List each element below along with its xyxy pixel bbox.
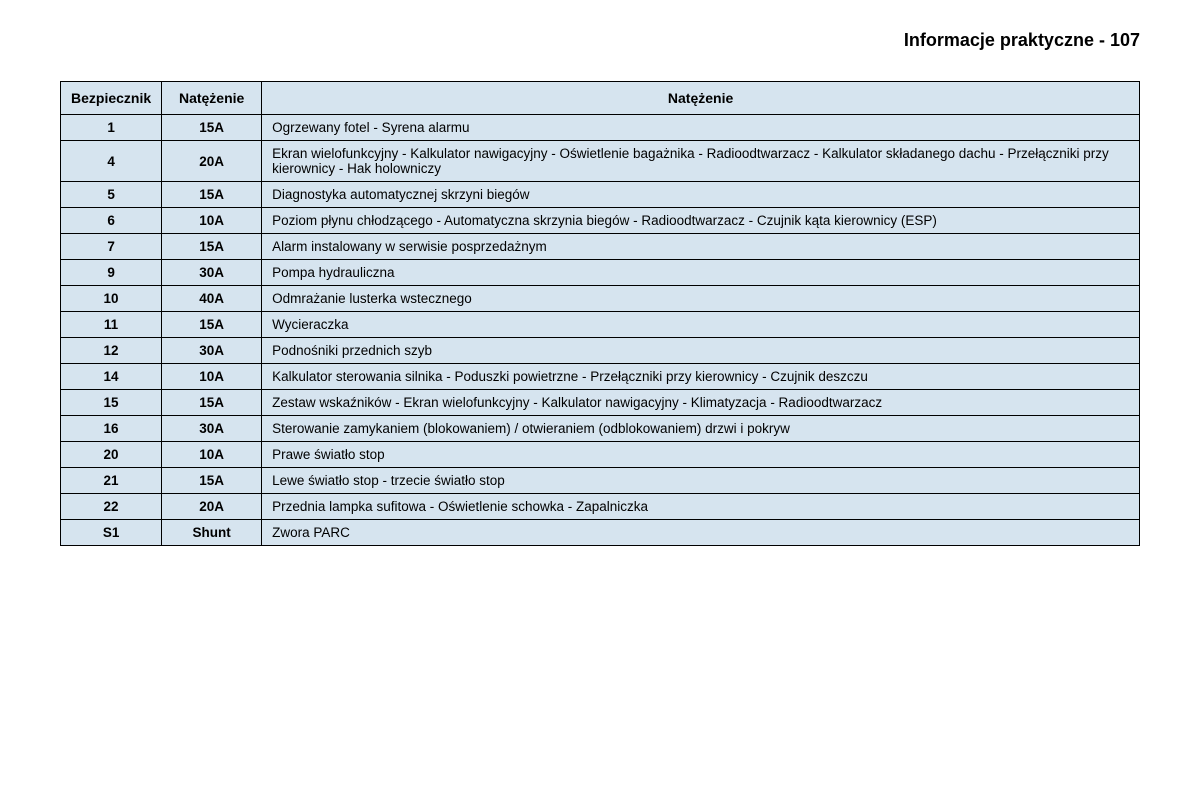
cell-amperage: 30A — [162, 260, 262, 286]
cell-description: Sterowanie zamykaniem (blokowaniem) / ot… — [262, 416, 1140, 442]
cell-amperage: 20A — [162, 141, 262, 182]
cell-fuse: 5 — [61, 182, 162, 208]
cell-amperage: 15A — [162, 182, 262, 208]
table-row: 1040AOdmrażanie lusterka wstecznego — [61, 286, 1140, 312]
column-header-fuse: Bezpiecznik — [61, 82, 162, 115]
cell-description: Prawe światło stop — [262, 442, 1140, 468]
cell-fuse: 20 — [61, 442, 162, 468]
cell-description: Zwora PARC — [262, 520, 1140, 546]
cell-description: Ogrzewany fotel - Syrena alarmu — [262, 115, 1140, 141]
table-row: 1410AKalkulator sterowania silnika - Pod… — [61, 364, 1140, 390]
cell-fuse: 12 — [61, 338, 162, 364]
cell-amperage: 10A — [162, 208, 262, 234]
table-row: 1230APodnośniki przednich szyb — [61, 338, 1140, 364]
cell-fuse: 14 — [61, 364, 162, 390]
cell-fuse: 16 — [61, 416, 162, 442]
cell-description: Przednia lampka sufitowa - Oświetlenie s… — [262, 494, 1140, 520]
cell-description: Kalkulator sterowania silnika - Poduszki… — [262, 364, 1140, 390]
cell-fuse: 22 — [61, 494, 162, 520]
cell-amperage: 15A — [162, 390, 262, 416]
table-row: 930APompa hydrauliczna — [61, 260, 1140, 286]
cell-amperage: 10A — [162, 364, 262, 390]
cell-amperage: 20A — [162, 494, 262, 520]
cell-description: Pompa hydrauliczna — [262, 260, 1140, 286]
cell-amperage: 15A — [162, 234, 262, 260]
fuse-table: Bezpiecznik Natężenie Natężenie 115AOgrz… — [60, 81, 1140, 546]
cell-description: Alarm instalowany w serwisie posprzedażn… — [262, 234, 1140, 260]
cell-fuse: 11 — [61, 312, 162, 338]
table-row: 515ADiagnostyka automatycznej skrzyni bi… — [61, 182, 1140, 208]
table-row: 1115AWycieraczka — [61, 312, 1140, 338]
cell-amperage: 15A — [162, 115, 262, 141]
cell-fuse: 10 — [61, 286, 162, 312]
cell-amperage: 40A — [162, 286, 262, 312]
cell-amperage: 30A — [162, 416, 262, 442]
column-header-amperage: Natężenie — [162, 82, 262, 115]
cell-description: Zestaw wskaźników - Ekran wielofunkcyjny… — [262, 390, 1140, 416]
table-row: 115AOgrzewany fotel - Syrena alarmu — [61, 115, 1140, 141]
cell-description: Lewe światło stop - trzecie światło stop — [262, 468, 1140, 494]
table-header-row: Bezpiecznik Natężenie Natężenie — [61, 82, 1140, 115]
cell-description: Poziom płynu chłodzącego - Automatyczna … — [262, 208, 1140, 234]
cell-fuse: 21 — [61, 468, 162, 494]
cell-fuse: S1 — [61, 520, 162, 546]
cell-description: Diagnostyka automatycznej skrzyni biegów — [262, 182, 1140, 208]
cell-description: Odmrażanie lusterka wstecznego — [262, 286, 1140, 312]
table-row: 2220APrzednia lampka sufitowa - Oświetle… — [61, 494, 1140, 520]
table-row: 420AEkran wielofunkcyjny - Kalkulator na… — [61, 141, 1140, 182]
cell-fuse: 1 — [61, 115, 162, 141]
cell-amperage: 30A — [162, 338, 262, 364]
cell-amperage: 15A — [162, 312, 262, 338]
table-row: 2115ALewe światło stop - trzecie światło… — [61, 468, 1140, 494]
table-row: 1630ASterowanie zamykaniem (blokowaniem)… — [61, 416, 1140, 442]
cell-amperage: 10A — [162, 442, 262, 468]
cell-fuse: 6 — [61, 208, 162, 234]
cell-fuse: 9 — [61, 260, 162, 286]
cell-amperage: 15A — [162, 468, 262, 494]
table-row: S1ShuntZwora PARC — [61, 520, 1140, 546]
table-row: 715AAlarm instalowany w serwisie posprze… — [61, 234, 1140, 260]
cell-description: Ekran wielofunkcyjny - Kalkulator nawiga… — [262, 141, 1140, 182]
cell-description: Podnośniki przednich szyb — [262, 338, 1140, 364]
table-row: 610APoziom płynu chłodzącego - Automatyc… — [61, 208, 1140, 234]
cell-fuse: 7 — [61, 234, 162, 260]
cell-fuse: 4 — [61, 141, 162, 182]
cell-amperage: Shunt — [162, 520, 262, 546]
cell-fuse: 15 — [61, 390, 162, 416]
table-row: 2010APrawe światło stop — [61, 442, 1140, 468]
page-title: Informacje praktyczne - 107 — [60, 30, 1140, 51]
table-row: 1515AZestaw wskaźników - Ekran wielofunk… — [61, 390, 1140, 416]
column-header-description: Natężenie — [262, 82, 1140, 115]
cell-description: Wycieraczka — [262, 312, 1140, 338]
